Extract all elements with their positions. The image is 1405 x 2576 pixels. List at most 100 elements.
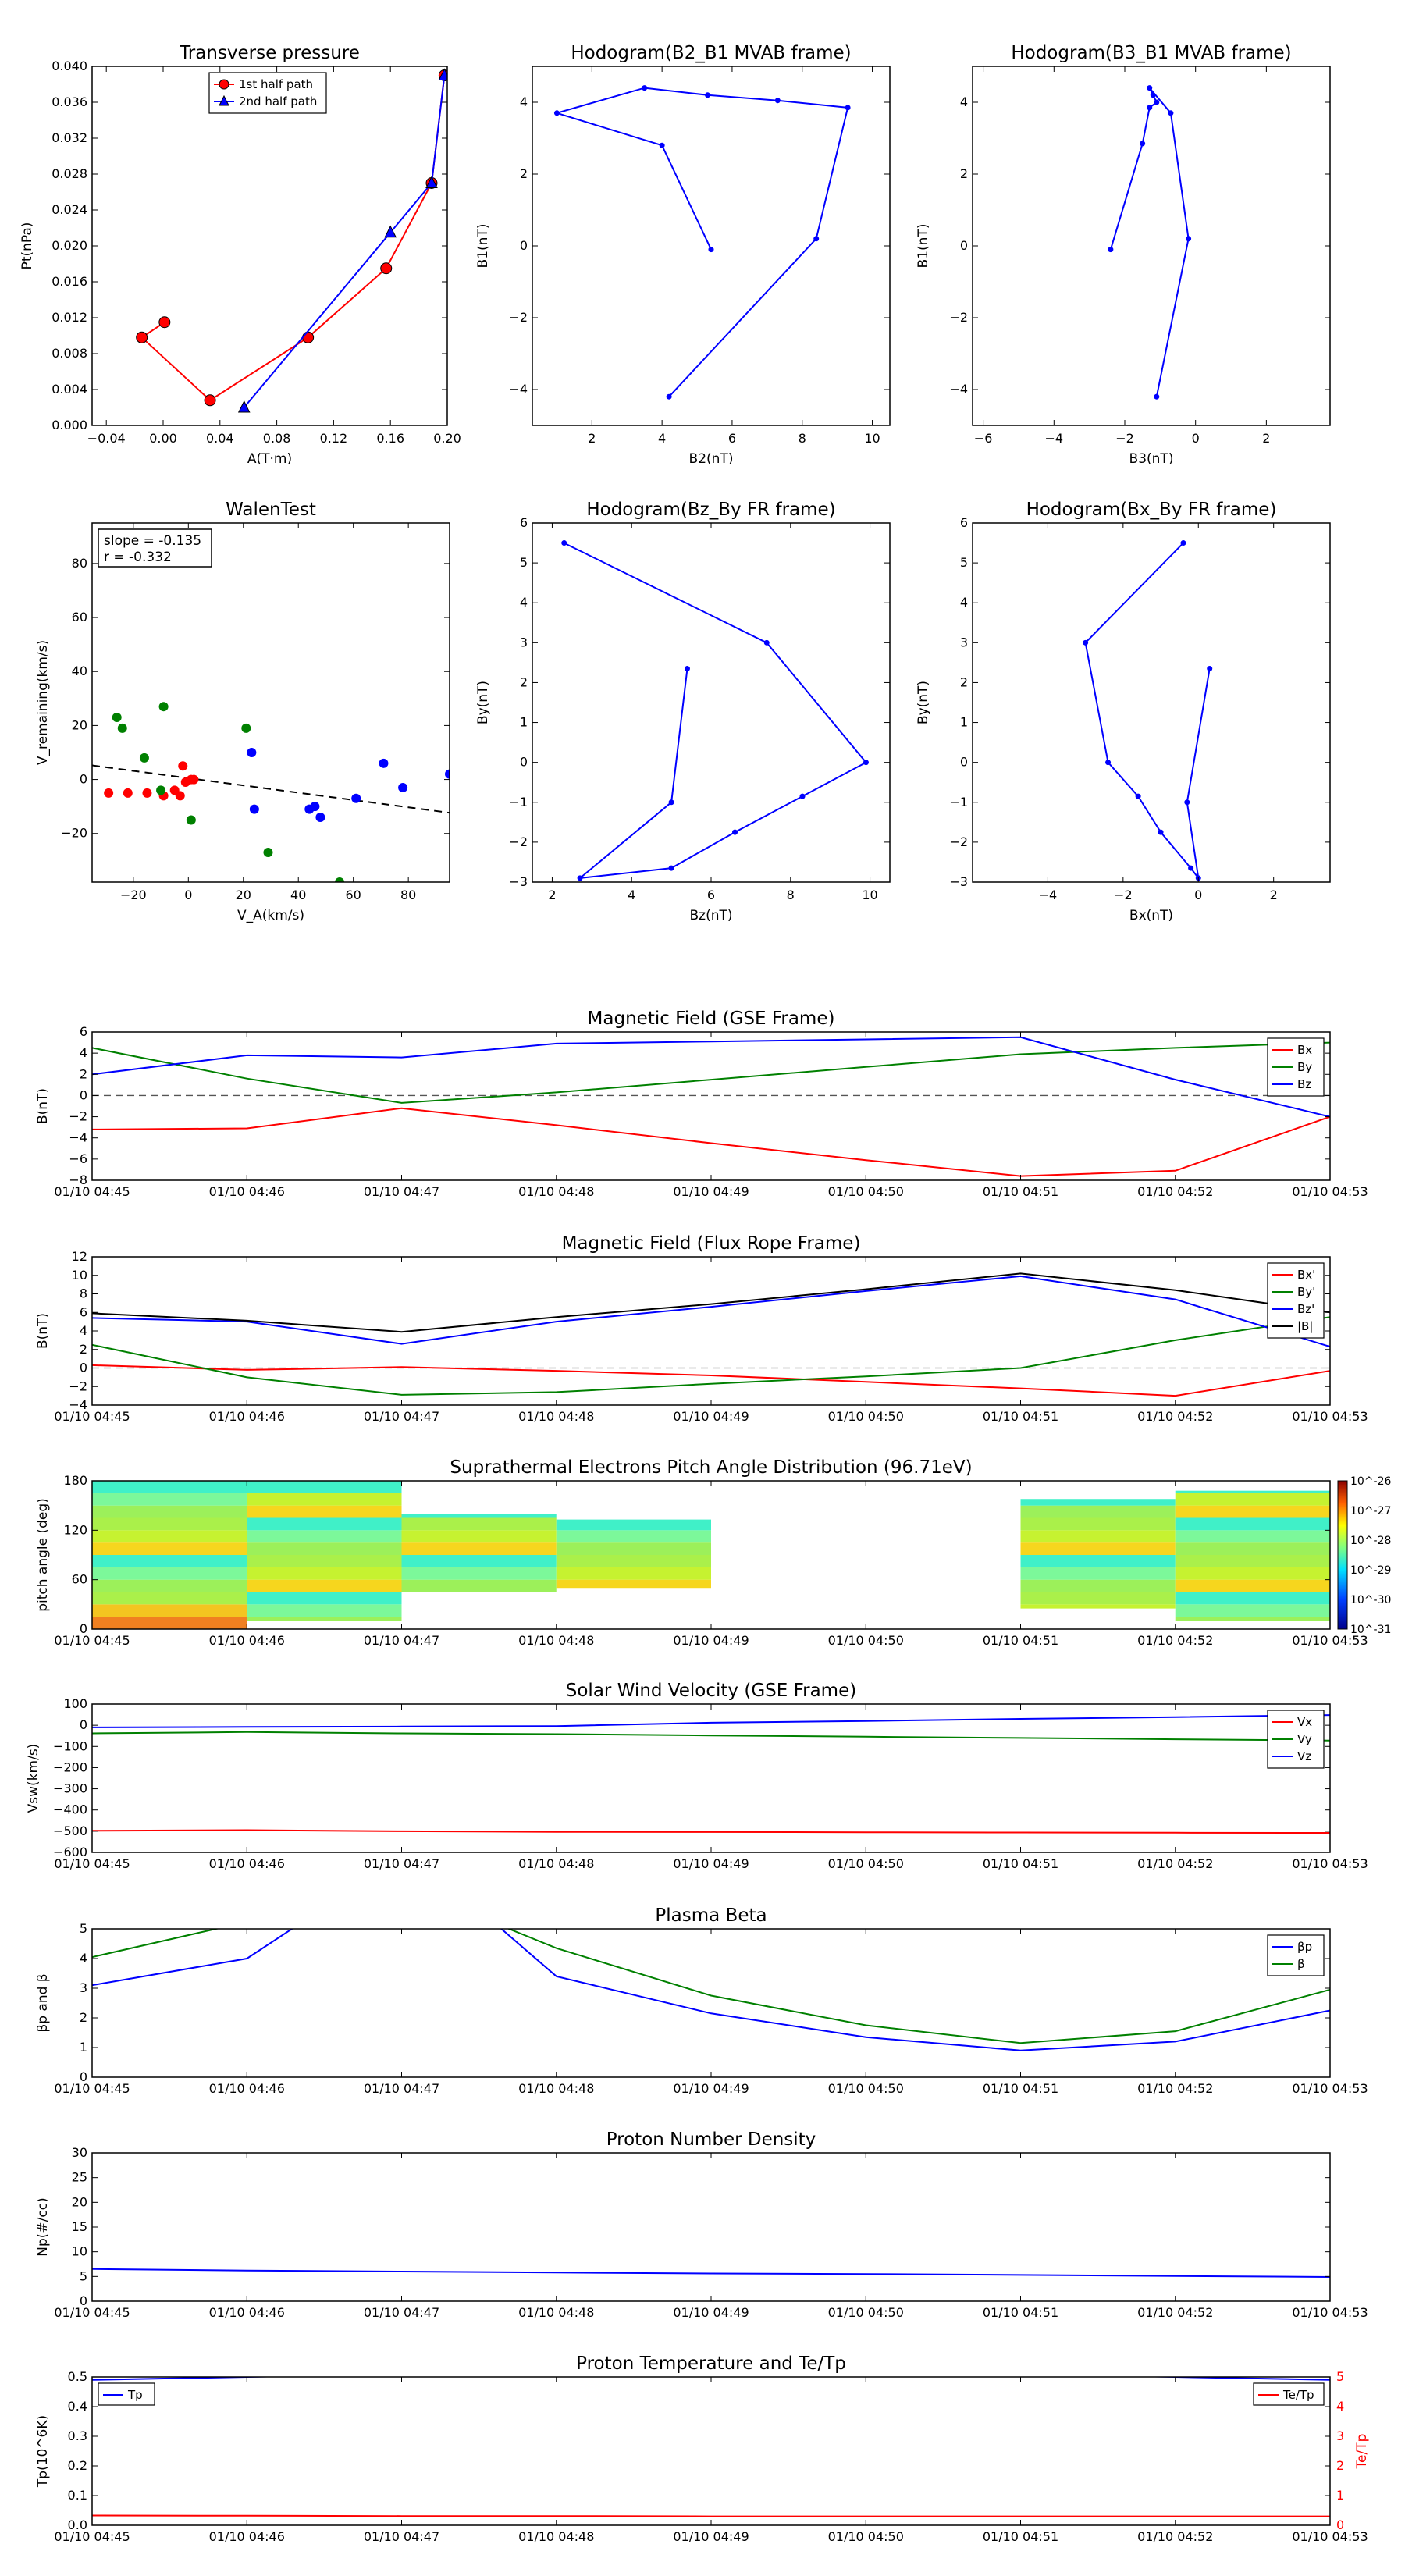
plot-area (92, 702, 450, 882)
plot-area (92, 1036, 1330, 1177)
data-point (1108, 247, 1114, 253)
colorbar-label: 10^-28 (1350, 1535, 1391, 1547)
y-tick-label: 3 (80, 1980, 87, 1995)
legend-label: By (1297, 1060, 1312, 1074)
heatmap-cell (401, 1567, 557, 1580)
chart-title: WalenTest (226, 500, 316, 520)
y-tick-label: 0.2 (68, 2458, 87, 2473)
y-tick-label: 0 (960, 238, 968, 253)
x-tick-label: 01/10 04:46 (209, 2081, 285, 2096)
heatmap-cell (247, 1517, 402, 1531)
y-tick-label: 2 (960, 674, 968, 689)
x-tick-label: 01/10 04:52 (1137, 2529, 1213, 2544)
series-line-Bz' (92, 1275, 1330, 1348)
data-point (1180, 540, 1186, 546)
x-tick-label: 01/10 04:52 (1137, 1856, 1213, 1871)
data-point (705, 92, 711, 98)
axes-frame (91, 522, 450, 883)
data-point (445, 769, 450, 779)
y-axis-label: B(nT) (35, 1313, 51, 1349)
y-tick-label: 0 (80, 2293, 87, 2308)
heatmap-cell (556, 1579, 711, 1589)
x-axis-label: Bx(nT) (1129, 908, 1173, 923)
data-point (1154, 99, 1160, 105)
x-tick-label: 01/10 04:53 (1292, 2305, 1368, 2320)
y-axis-label: Tp(10^6K) (35, 2415, 51, 2488)
y-tick-label: 0 (80, 2069, 87, 2084)
x-tick-label: 01/10 04:51 (983, 2305, 1058, 2320)
chart-title: Magnetic Field (GSE Frame) (588, 1009, 835, 1029)
series-line-2nd half path (243, 75, 446, 408)
y-tick-label: 60 (72, 1572, 87, 1587)
heatmap-cell (1020, 1604, 1176, 1609)
data-point (845, 105, 851, 111)
x-tick-label: 01/10 04:47 (364, 2529, 439, 2544)
y-tick-label: 0 (80, 1087, 87, 1102)
x-axis-label: B3(nT) (1129, 451, 1174, 467)
y-tick-label: 0 (80, 772, 87, 787)
data-point (158, 702, 169, 712)
plot-area (92, 1714, 1330, 1834)
y-tick-label: −4 (69, 1130, 87, 1145)
colorbar-label: 10^-26 (1350, 1475, 1392, 1488)
heatmap-cell (247, 1493, 402, 1506)
series-line-βp (92, 1929, 1330, 2051)
x-tick-label: 01/10 04:48 (518, 2081, 594, 2096)
axes-frame (532, 522, 891, 883)
x-tick-label: 01/10 04:50 (828, 1184, 904, 1199)
x-tick-label: 01/10 04:51 (983, 1409, 1058, 1424)
data-point (1184, 799, 1190, 806)
y-tick-label: −600 (53, 1845, 87, 1859)
y-tick-label: 0.016 (52, 274, 87, 289)
data-point (249, 804, 259, 814)
legend: Vx Vy Vz (1267, 1710, 1325, 1769)
legend-label: Vx (1297, 1715, 1312, 1729)
data-point (1158, 829, 1164, 835)
x-tick-label: 01/10 04:51 (983, 1856, 1058, 1871)
data-point (379, 758, 389, 768)
chart-title: Proton Number Density (606, 2129, 816, 2150)
chart-title: Magnetic Field (Flux Rope Frame) (562, 1233, 861, 1254)
series-line-0 (92, 2268, 1330, 2278)
data-point (763, 639, 770, 646)
heatmap-cell (556, 1542, 711, 1555)
colorbar-label: 10^-31 (1350, 1624, 1391, 1636)
y-tick-label: 0.040 (52, 59, 87, 73)
legend-label: 2nd half path (239, 94, 317, 109)
data-point (204, 394, 216, 407)
data-point (104, 788, 114, 798)
x-tick-label: 01/10 04:52 (1137, 1409, 1213, 1424)
heatmap-cell (92, 1530, 247, 1543)
series-line-|B| (92, 1272, 1330, 1333)
y-tick-label: 100 (63, 1696, 87, 1711)
y-tick-label: 8 (80, 1286, 87, 1301)
y-tick-label: −300 (53, 1781, 87, 1796)
y-axis-label: B1(nT) (916, 224, 931, 269)
y-tick-label: 1 (80, 2040, 87, 2055)
data-point (708, 247, 714, 253)
y-tick-label: 0.028 (52, 166, 87, 181)
y-tick-label: −20 (61, 826, 87, 841)
data-point (1147, 85, 1153, 91)
y-tick-label: 0 (80, 1621, 87, 1636)
x-tick-label: 01/10 04:49 (673, 1409, 749, 1424)
x-tick-label: 10 (862, 888, 877, 902)
x-axis-label: A(T·m) (247, 451, 292, 467)
data-point (335, 877, 345, 882)
heatmap-cell (92, 1493, 247, 1506)
chart-pad: Suprathermal Electrons Pitch Angle Distr… (35, 1457, 1392, 1648)
x-tick-label: 01/10 04:49 (673, 2529, 749, 2544)
heatmap-cell (401, 1579, 557, 1592)
data-point (315, 812, 325, 822)
heatmap-cell (247, 1555, 402, 1567)
heatmap-cell (1175, 1517, 1330, 1531)
y-tick-label-right: 4 (1336, 2399, 1344, 2414)
y-tick-label: 4 (80, 1323, 87, 1338)
x-tick-label: −6 (974, 431, 993, 446)
chart-hzy: Hodogram(Bz_By FR frame) 2 4 6 8 10 −3 −2 −1 0 1 2 3… (475, 500, 891, 923)
x-tick-label: 2 (548, 888, 556, 902)
x-tick-label: 8 (787, 888, 795, 902)
x-tick-label: 01/10 04:46 (209, 1184, 285, 1199)
colorbar-label: 10^-27 (1350, 1505, 1391, 1517)
x-tick-label: 10 (864, 431, 880, 446)
